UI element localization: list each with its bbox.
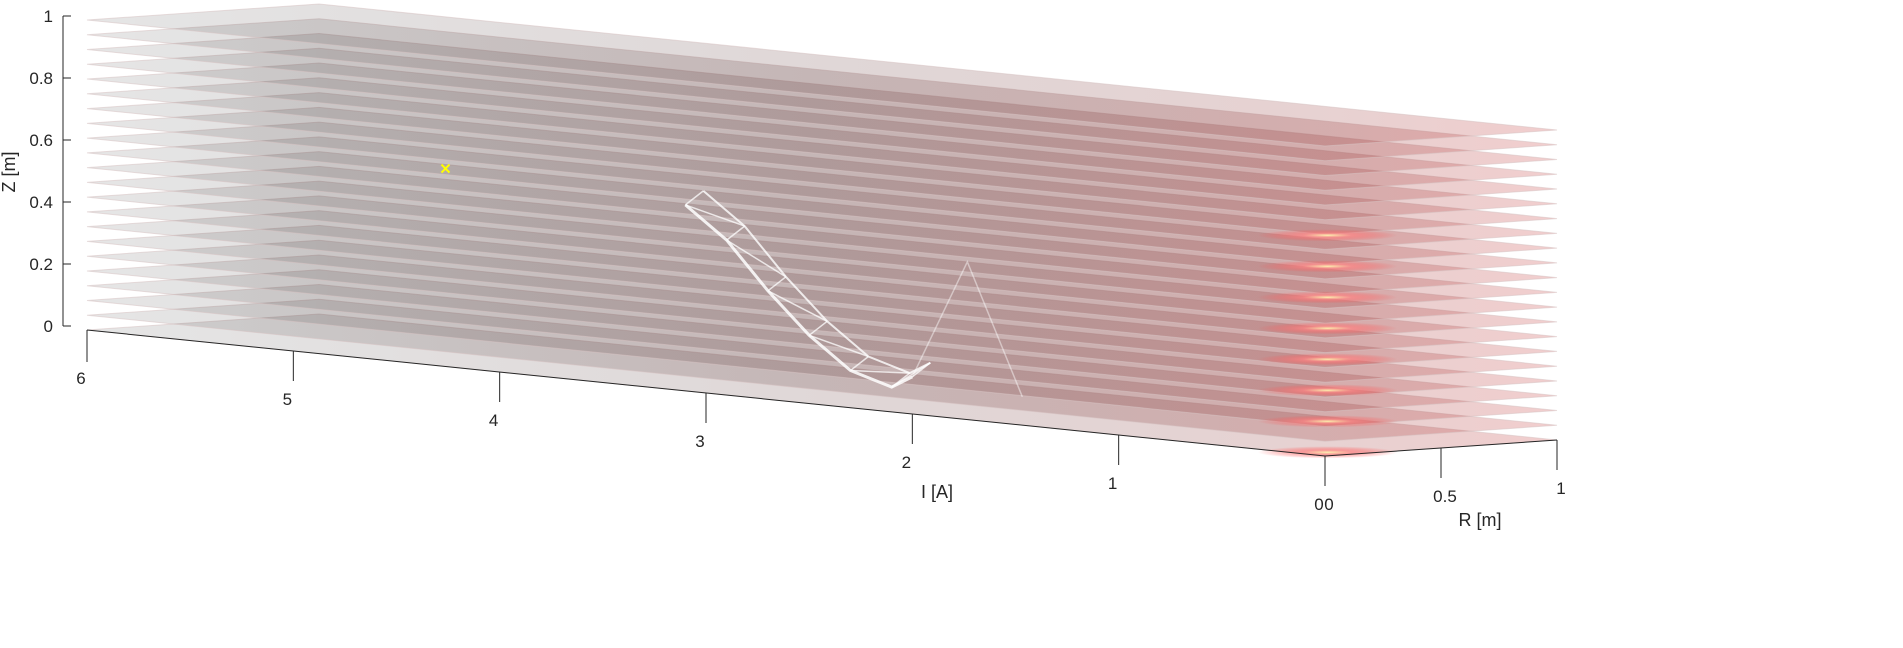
x-axis-label: I [A] bbox=[921, 482, 953, 502]
z-tick-label: 0.6 bbox=[29, 131, 53, 150]
y-tick-label: 1 bbox=[1556, 479, 1565, 498]
volume-slice bbox=[86, 3, 1558, 147]
hot-spot bbox=[1257, 415, 1398, 428]
wireframe-strut bbox=[767, 290, 828, 322]
x-tick-label: 1 bbox=[1108, 474, 1117, 493]
hot-spot bbox=[1257, 229, 1398, 242]
wireframe-strut bbox=[726, 239, 787, 278]
z-tick-label: 0.8 bbox=[29, 69, 53, 88]
z-axis: 0 0.2 0.4 0.6 0.8 1 bbox=[29, 7, 71, 336]
wireframe-strut bbox=[808, 320, 828, 336]
wireframe-strut bbox=[726, 225, 746, 241]
wireframe-strut bbox=[911, 362, 931, 378]
z-tick-label: 1 bbox=[44, 7, 53, 26]
wireframe-strut bbox=[849, 355, 869, 372]
y-axis: 10.50 bbox=[1324, 439, 1566, 514]
x-tick-label: 5 bbox=[283, 390, 292, 409]
wireframe-spike bbox=[911, 259, 1024, 398]
marker-stroke bbox=[440, 163, 451, 174]
hot-spot bbox=[1257, 260, 1398, 273]
hot-spot bbox=[1257, 446, 1398, 459]
hot-spot bbox=[1257, 291, 1398, 304]
wireframe-strut bbox=[808, 334, 869, 358]
yellow-marker bbox=[440, 163, 451, 174]
wireframe-trajectory bbox=[684, 190, 1024, 398]
hot-spot bbox=[1257, 384, 1398, 397]
y-axis-label: R [m] bbox=[1459, 510, 1502, 530]
wireframe-strut bbox=[850, 369, 910, 374]
wireframe-strut bbox=[891, 362, 931, 388]
wireframe-strut bbox=[684, 190, 704, 206]
y-tick-label: 0 bbox=[1324, 495, 1333, 514]
x-tick-label: 6 bbox=[76, 369, 85, 388]
z-tick-label: 0.2 bbox=[29, 255, 53, 274]
z-axis-label: Z [m] bbox=[0, 152, 19, 193]
hot-spot bbox=[1257, 322, 1398, 335]
x-tick-label: 3 bbox=[695, 432, 704, 451]
hot-spot bbox=[1257, 353, 1398, 366]
y-tick-label: 0.5 bbox=[1433, 487, 1457, 506]
x-tick-label: 0 bbox=[1314, 495, 1323, 514]
x-axis: 6 5 4 3 2 1 0 bbox=[76, 329, 1326, 514]
wireframe-strut bbox=[685, 204, 745, 227]
hot-region bbox=[1257, 229, 1398, 459]
x-tick-label: 2 bbox=[902, 453, 911, 472]
z-tick-label: 0.4 bbox=[29, 193, 53, 212]
z-tick-label: 0 bbox=[44, 317, 53, 336]
wireframe-strut bbox=[767, 276, 787, 292]
volume-slices bbox=[86, 3, 1558, 457]
x-tick-label: 4 bbox=[489, 411, 498, 430]
